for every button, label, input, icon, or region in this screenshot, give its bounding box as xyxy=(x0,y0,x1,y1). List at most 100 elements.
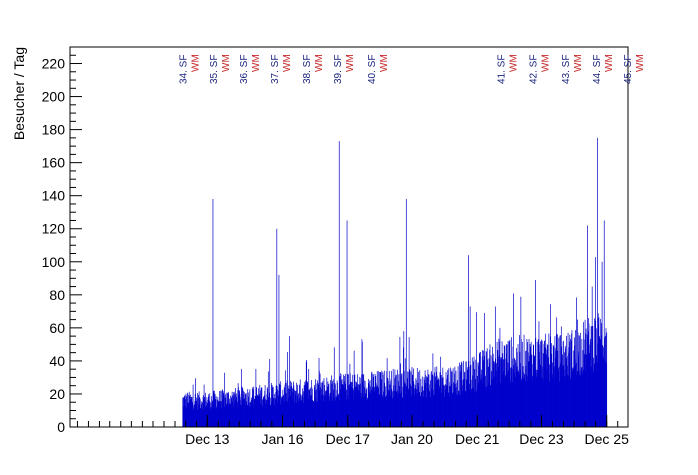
x-axis: Dec 13 Jan 16 Dec 17 Jan 20 Dec 21 Dec 23 Dec … xyxy=(76,415,630,447)
bar-570 xyxy=(384,397,386,427)
bar-29 xyxy=(192,384,194,427)
bar-672 xyxy=(420,386,422,427)
bar-957 xyxy=(521,341,523,427)
bar-1134 xyxy=(584,319,586,427)
bar-936 xyxy=(514,358,516,427)
bar-399 xyxy=(323,396,325,427)
bar-972 xyxy=(527,342,528,427)
bar-187 xyxy=(248,406,250,427)
bar-233 xyxy=(265,398,266,427)
bar-955 xyxy=(521,380,522,427)
bar-640 xyxy=(409,370,411,427)
x-tick-label-3: Jan 20 xyxy=(391,431,433,447)
event-wm-label-0: WM xyxy=(191,54,202,72)
bar-503 xyxy=(360,397,362,427)
bar-62 xyxy=(204,397,206,427)
bar-969 xyxy=(526,350,527,427)
bar-813 xyxy=(470,389,472,427)
bar-169 xyxy=(242,388,244,427)
bar-834 xyxy=(478,383,479,427)
bar-138 xyxy=(231,396,233,427)
bar-105 xyxy=(219,403,221,427)
bar-36 xyxy=(195,378,196,427)
bar-116 xyxy=(223,396,225,427)
bar-980 xyxy=(530,346,531,427)
bar-919 xyxy=(508,370,510,427)
x-tick-label-0: Dec 13 xyxy=(185,431,230,447)
bar-619 xyxy=(402,397,403,427)
bar-1182 xyxy=(601,261,603,427)
bar-518 xyxy=(366,399,367,427)
bar-630 xyxy=(405,199,407,427)
bar-851 xyxy=(484,356,486,427)
bar-480 xyxy=(352,388,354,427)
bar-340 xyxy=(303,391,304,427)
event-sf-label-6: 40. SF xyxy=(367,55,378,84)
bar-665 xyxy=(418,371,420,427)
bar-127 xyxy=(227,394,229,427)
bar-896 xyxy=(500,358,501,427)
bar-309 xyxy=(292,388,293,427)
bar-26 xyxy=(191,396,193,427)
bar-1141 xyxy=(587,225,588,427)
bar-686 xyxy=(425,397,427,427)
bar-475 xyxy=(350,387,352,427)
event-sf-label-3: 37. SF xyxy=(270,55,281,84)
bar-598 xyxy=(394,369,396,427)
bar-912 xyxy=(505,344,507,427)
bar-78 xyxy=(210,402,211,427)
bar-404 xyxy=(325,390,327,427)
bar-202 xyxy=(254,400,255,427)
bar-604 xyxy=(396,397,398,427)
bar-433 xyxy=(336,398,337,427)
bar-908 xyxy=(504,346,506,427)
bar-325 xyxy=(297,394,299,427)
bar-89 xyxy=(214,390,215,427)
bar-241 xyxy=(267,371,269,427)
bar-382 xyxy=(317,384,319,427)
bar-676 xyxy=(422,386,423,427)
bar-906 xyxy=(503,345,505,427)
event-wm-label-3: WM xyxy=(282,54,293,72)
bar-152 xyxy=(236,393,238,427)
bar-1091 xyxy=(569,334,571,427)
y-axis-label: Besucher / Tag xyxy=(11,47,27,140)
bar-610 xyxy=(398,385,400,427)
bar-294 xyxy=(286,380,288,427)
bar-1097 xyxy=(571,330,573,427)
bar-252 xyxy=(271,385,273,427)
bar-190 xyxy=(249,402,251,427)
bar-843 xyxy=(481,378,483,427)
bar-1189 xyxy=(604,337,605,427)
bar-762 xyxy=(452,368,454,427)
bar-1073 xyxy=(563,340,564,427)
bar-553 xyxy=(378,394,380,427)
bar-30 xyxy=(193,407,194,427)
bar-275 xyxy=(280,404,281,427)
bar-153 xyxy=(236,401,238,427)
x-tick-label-1: Jan 16 xyxy=(261,431,303,447)
bar-743 xyxy=(446,378,447,427)
x-tick-label-6: Dec 25 xyxy=(585,431,630,447)
bar-139 xyxy=(231,391,233,427)
bar-199 xyxy=(253,405,254,427)
bar-963 xyxy=(524,378,525,427)
bar-156 xyxy=(237,383,239,427)
bar-171 xyxy=(243,390,244,427)
bar-1016 xyxy=(542,353,544,427)
bar-1029 xyxy=(547,345,549,427)
bar-1005 xyxy=(538,351,540,427)
bar-1067 xyxy=(560,326,562,427)
bar-1121 xyxy=(580,333,581,427)
bar-545 xyxy=(375,383,377,427)
bar-406 xyxy=(326,377,328,427)
bar-1033 xyxy=(548,381,550,427)
bar-287 xyxy=(284,401,285,427)
bar-121 xyxy=(225,398,227,427)
bar-1153 xyxy=(591,366,593,427)
bar-423 xyxy=(332,400,334,427)
bar-298 xyxy=(288,388,289,427)
bar-543 xyxy=(375,382,376,427)
bar-277 xyxy=(280,397,282,427)
bar-1132 xyxy=(584,353,585,427)
